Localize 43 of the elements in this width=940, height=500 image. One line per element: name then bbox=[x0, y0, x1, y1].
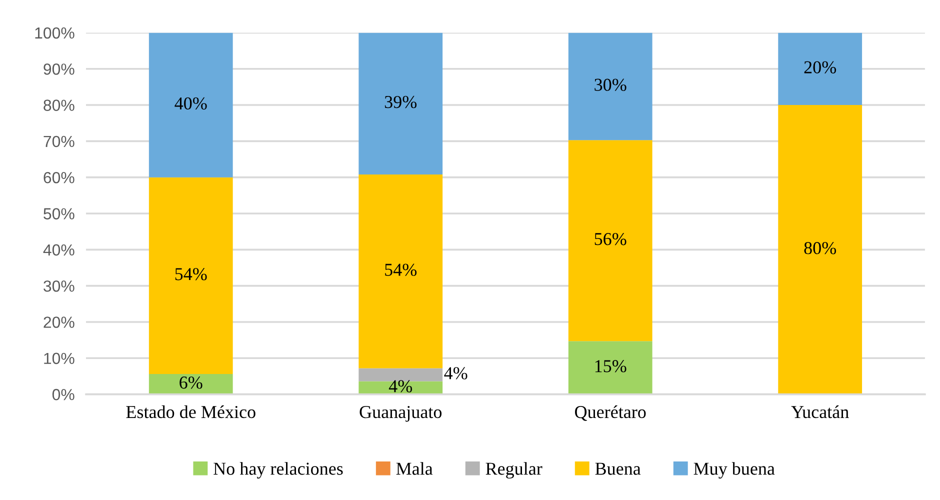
data-label: 54% bbox=[385, 264, 417, 276]
y-tick-label: 40% bbox=[43, 244, 74, 256]
legend-label: Muy buena bbox=[694, 462, 775, 479]
y-tick-label: 50% bbox=[44, 208, 74, 220]
bar bbox=[148, 32, 233, 178]
y-tick-label: 10% bbox=[44, 352, 74, 364]
bar bbox=[148, 177, 233, 374]
bar bbox=[358, 32, 443, 174]
data-label: 20% bbox=[804, 61, 836, 74]
y-tick-label: 30% bbox=[44, 280, 74, 292]
data-label: 54% bbox=[175, 268, 207, 280]
y-tick-label: 100% bbox=[35, 27, 74, 39]
y-tick-label: 70% bbox=[44, 136, 74, 148]
data-label: 30% bbox=[594, 78, 626, 91]
y-tick-label: 0% bbox=[52, 388, 74, 400]
data-label: 40% bbox=[174, 97, 207, 110]
data-label: 4% bbox=[444, 367, 468, 380]
y-tick-label: 60% bbox=[44, 172, 74, 184]
data-label: 56% bbox=[594, 232, 626, 246]
bar bbox=[778, 32, 862, 106]
data-label: 80% bbox=[804, 242, 836, 254]
bar bbox=[568, 341, 652, 394]
y-tick-label: 90% bbox=[44, 63, 74, 75]
data-label: 39% bbox=[384, 96, 417, 108]
legend-label: Mala bbox=[396, 462, 433, 475]
bar bbox=[358, 368, 443, 382]
bar bbox=[568, 140, 652, 342]
data-label: 4% bbox=[388, 380, 412, 392]
data-label: 6% bbox=[180, 376, 202, 389]
x-tick-label: Querétaro bbox=[575, 405, 646, 421]
bar bbox=[148, 374, 233, 394]
x-tick-label: Guanajuato bbox=[360, 406, 442, 422]
legend-label: No hay relaciones bbox=[214, 462, 343, 479]
bar bbox=[358, 174, 443, 368]
legend-label: Regular bbox=[486, 462, 542, 479]
data-label: 15% bbox=[595, 360, 626, 372]
y-tick-label: 20% bbox=[44, 316, 74, 328]
bar bbox=[568, 32, 652, 140]
x-tick-label: Yucatán bbox=[791, 405, 849, 418]
legend-label: Buena bbox=[595, 462, 641, 475]
y-tick-label: 80% bbox=[44, 100, 74, 111]
x-tick-label: Estado de México bbox=[126, 405, 256, 418]
bar bbox=[778, 105, 862, 394]
